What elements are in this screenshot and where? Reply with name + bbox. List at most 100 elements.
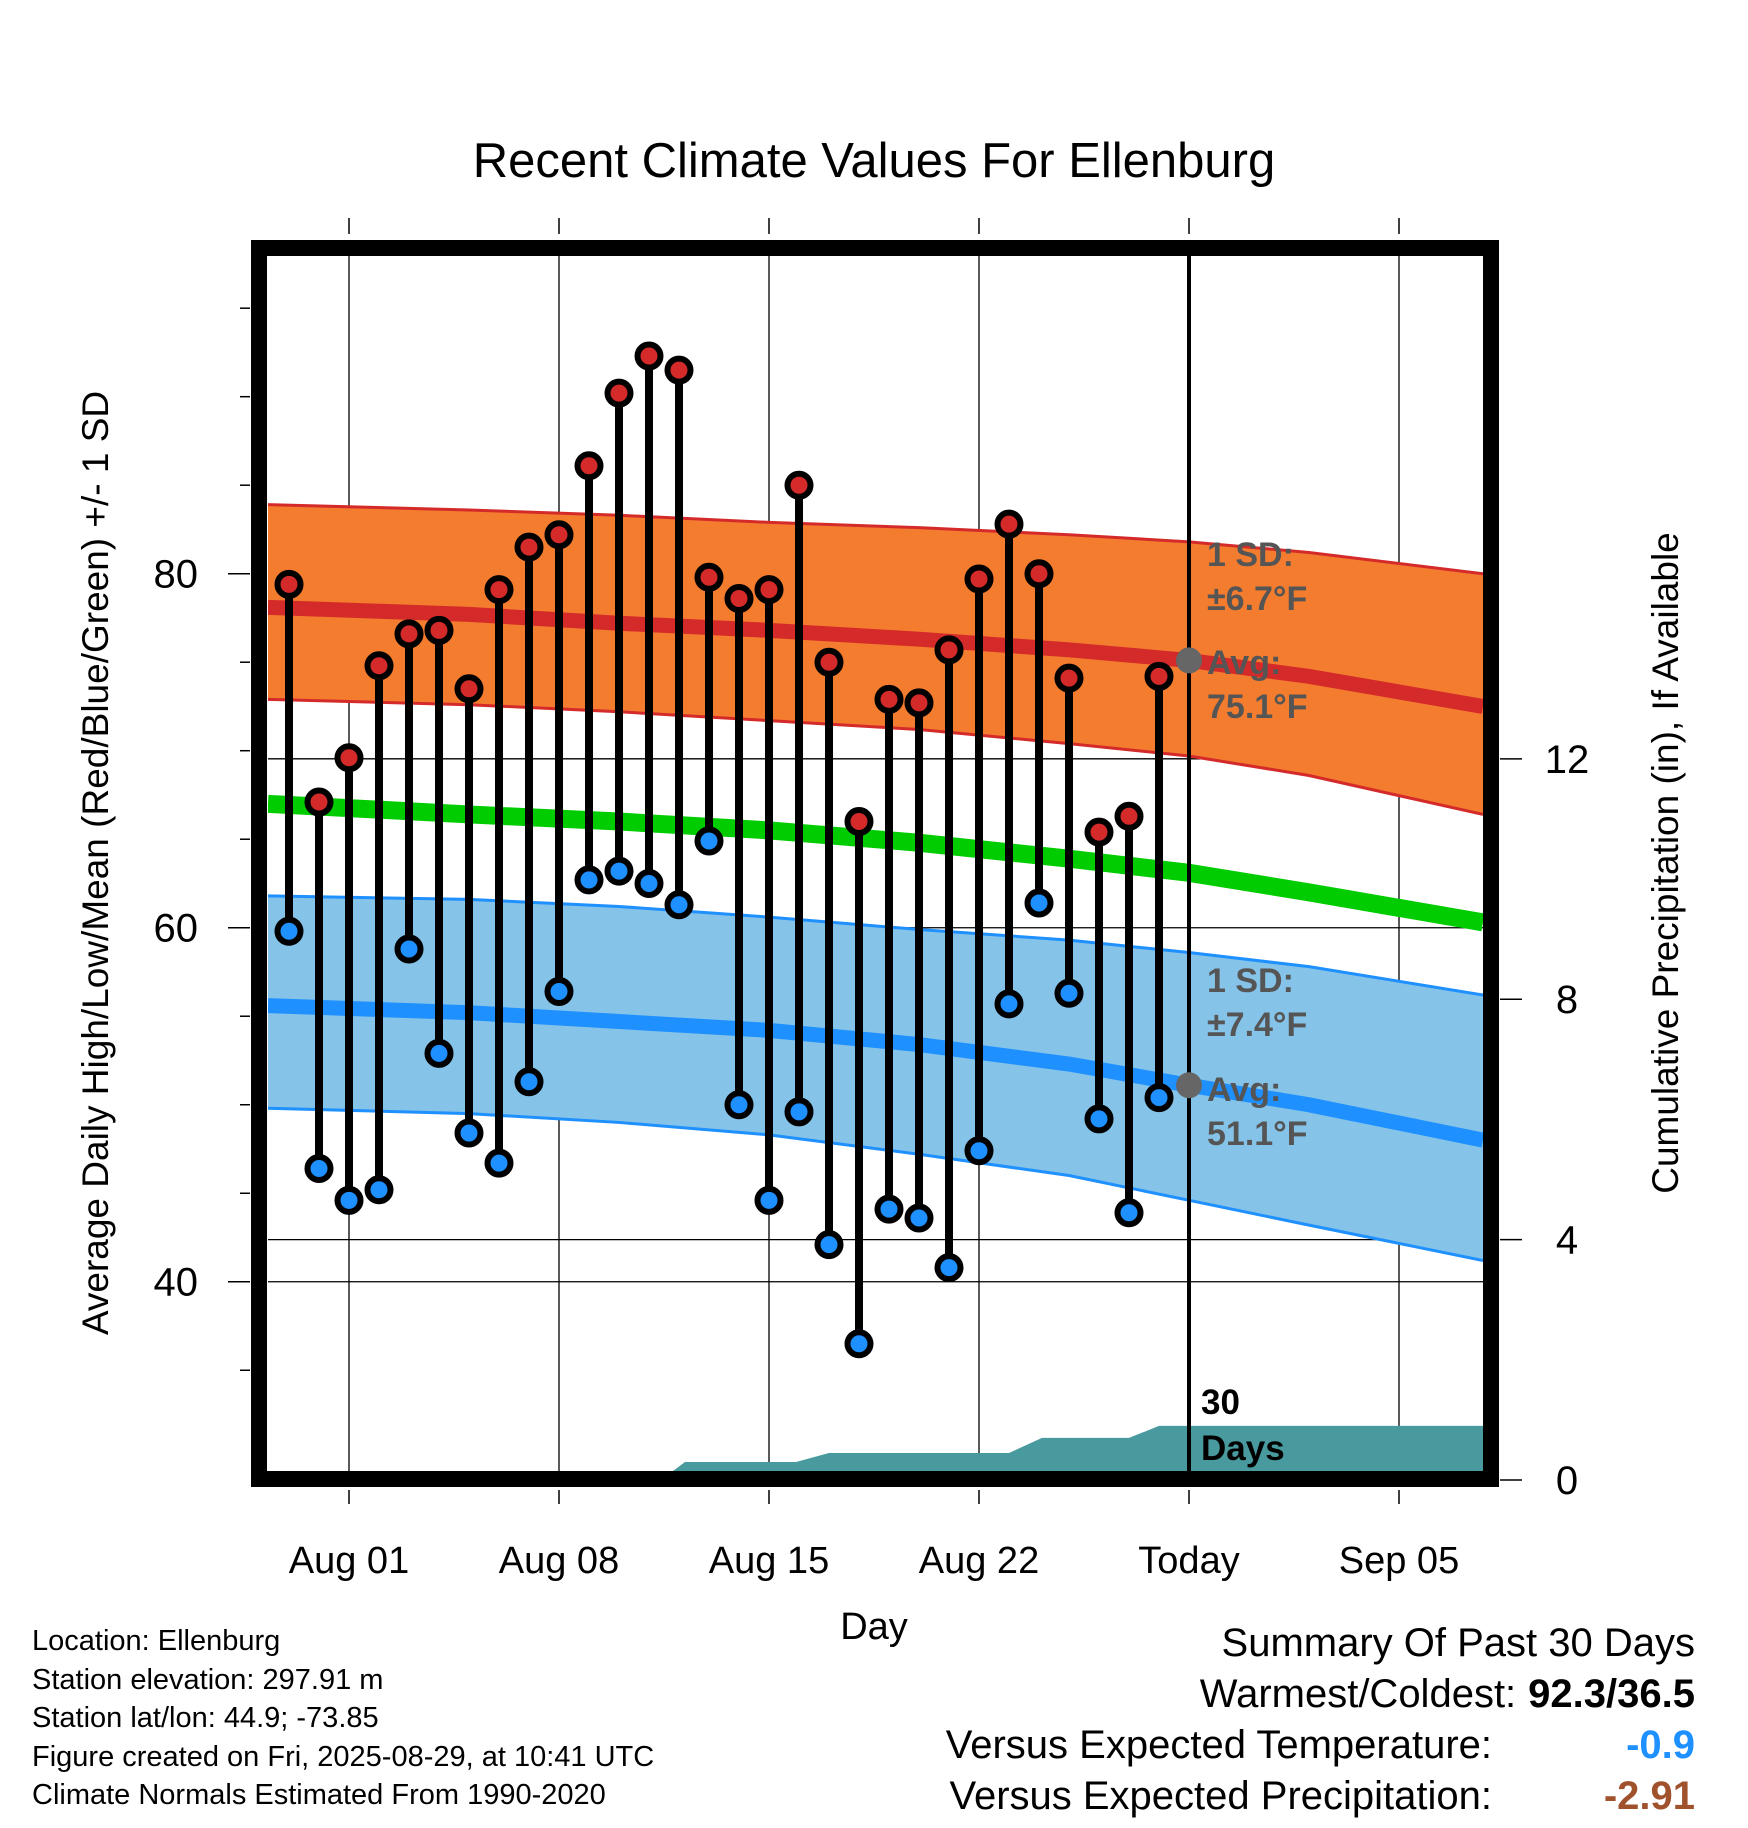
today-window-label-line: Days (1201, 1429, 1285, 1468)
created-text: Figure created on Fri, 2025-08-29, at 10… (32, 1740, 655, 1773)
x-tick-label: Aug 22 (919, 1540, 1039, 1582)
daily-high-point (964, 564, 994, 594)
daily-low-point (274, 916, 304, 946)
daily-high-point (364, 651, 394, 681)
y-tick-label: 40 (154, 1261, 199, 1305)
high-avg-annotation: Avg: 75.1°F (1207, 644, 1308, 726)
precipitation-area (268, 1425, 1483, 1480)
summary-heading: Summary Of Past 30 Days (1221, 1621, 1695, 1665)
y-axis-label: Average Daily High/Low/Mean (Red/Blue/Gr… (75, 391, 116, 1335)
temperature-value: -0.9 (1626, 1723, 1695, 1767)
daily-high-point (514, 532, 544, 562)
daily-low-point (544, 976, 574, 1006)
daily-high-point (874, 684, 904, 714)
elevation-text: Station elevation: 297.91 m (32, 1663, 384, 1696)
daily-low-point (904, 1203, 934, 1233)
low-avg-annotation-line: Avg: (1207, 1071, 1281, 1109)
daily-high-point (1114, 801, 1144, 831)
daily-high-point (694, 562, 724, 592)
chart-title: Recent Climate Values For Ellenburg (473, 134, 1276, 188)
summary-temperature: Versus Expected Temperature: -0.9 (946, 1720, 1695, 1771)
daily-high-point (994, 509, 1024, 539)
daily-high-point (544, 520, 574, 550)
today-window-label-line: 30 (1201, 1383, 1240, 1422)
plot-background (258, 246, 1493, 1482)
daily-low-point (694, 826, 724, 856)
low-sd-annotation: 1 SD: ±7.4°F (1207, 962, 1307, 1044)
warmest-coldest-value: 92.3/36.5 (1528, 1672, 1695, 1716)
daily-high-point (724, 583, 754, 613)
daily-high-point (304, 787, 334, 817)
daily-low-point (664, 890, 694, 920)
daily-high-low-marks (274, 341, 1174, 1359)
daily-low-point (1144, 1083, 1174, 1113)
daily-high-point (574, 451, 604, 481)
daily-low-point (754, 1185, 784, 1215)
daily-high-point (394, 619, 424, 649)
normal-annotations: 1 SD: ±6.7°F Avg: 75.1°F 1 SD: ±7.4°F Avg: 51.1… (1176, 536, 1308, 1153)
summary-warmest-coldest: Warmest/Coldest: 92.3/36.5 (946, 1669, 1695, 1720)
low-normal-today-dot (1176, 1072, 1202, 1099)
daily-high-point (814, 647, 844, 677)
daily-high-point (634, 341, 664, 371)
daily-high-point (1024, 559, 1054, 589)
high-sd-band (268, 504, 1483, 815)
daily-high-point (844, 807, 874, 837)
high-sd-annotation-line: ±6.7°F (1207, 580, 1307, 618)
daily-low-point (784, 1097, 814, 1127)
daily-high-point (454, 674, 484, 704)
precipitation-label: Versus Expected Precipitation: (949, 1774, 1492, 1818)
summary-precipitation: Versus Expected Precipitation: -2.91 (946, 1771, 1695, 1822)
daily-low-point (994, 989, 1024, 1019)
daily-low-point (1084, 1104, 1114, 1134)
x-tick-label: Aug 01 (289, 1540, 409, 1582)
daily-high-point (904, 688, 934, 718)
warmest-coldest-label: Warmest/Coldest: (1199, 1672, 1517, 1716)
daily-low-point (724, 1090, 754, 1120)
daily-low-point (814, 1230, 844, 1260)
daily-low-point (1114, 1198, 1144, 1228)
daily-low-point (574, 865, 604, 895)
y2-tick-label: 4 (1556, 1219, 1578, 1263)
daily-low-point (484, 1148, 514, 1178)
y2-tick-label: 8 (1556, 978, 1578, 1022)
high-normal-line (268, 599, 1483, 714)
y2-tick-label: 0 (1556, 1459, 1578, 1503)
y-tick-label: 80 (154, 553, 199, 597)
normals-text: Climate Normals Estimated From 1990-2020 (32, 1779, 606, 1811)
daily-low-point (394, 934, 424, 964)
temperature-label: Versus Expected Temperature: (945, 1723, 1492, 1767)
summary-panel: Summary Of Past 30 Days Warmest/Coldest:… (946, 1618, 1695, 1822)
x-tick-label: Aug 08 (499, 1540, 619, 1582)
daily-high-point (934, 635, 964, 665)
daily-high-point (274, 569, 304, 599)
high-sd-annotation-line: 1 SD: (1207, 536, 1294, 574)
latlon-text: Station lat/lon: 44.9; -73.85 (32, 1702, 379, 1734)
high-sd-annotation: 1 SD: ±6.7°F (1207, 536, 1307, 618)
today-marker: 30 Days (1187, 248, 1285, 1480)
daily-low-point (934, 1253, 964, 1283)
low-avg-annotation-line: 51.1°F (1207, 1115, 1308, 1153)
high-sd-upper-line (268, 503, 1483, 576)
daily-low-point (874, 1194, 904, 1224)
daily-low-point (1024, 888, 1054, 918)
x-tick-label: Aug 15 (709, 1540, 829, 1582)
today-window-label: 30 Days (1201, 1383, 1285, 1468)
axes: Aug 01 Aug 08 Aug 15 Aug 22 Today Sep 0540608… (154, 218, 1590, 1582)
precipitation-value: -2.91 (1603, 1774, 1695, 1818)
daily-high-point (664, 355, 694, 385)
y-tick-label: 60 (154, 907, 199, 951)
daily-low-point (514, 1067, 544, 1097)
daily-high-point (334, 743, 364, 773)
plot-frame (251, 240, 1499, 1487)
y2-tick-label: 12 (1545, 738, 1590, 782)
daily-low-point (334, 1185, 364, 1215)
x-tick-label: Today (1138, 1540, 1239, 1582)
low-sd-annotation-line: 1 SD: (1207, 962, 1294, 1000)
high-normal-today-dot (1176, 647, 1202, 674)
precipitation-area-fill (268, 1425, 1483, 1480)
location-text: Location: Ellenburg (32, 1625, 281, 1657)
daily-high-point (1054, 663, 1084, 693)
daily-high-point (784, 470, 814, 500)
